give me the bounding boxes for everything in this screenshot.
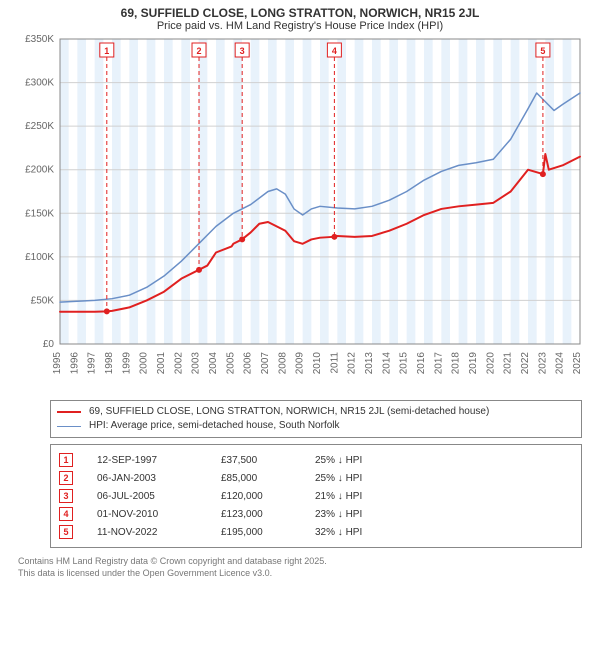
svg-text:2006: 2006 — [243, 352, 254, 375]
legend-swatch-hpi — [57, 426, 81, 427]
svg-text:2020: 2020 — [485, 352, 496, 375]
legend-label-price-paid: 69, SUFFIELD CLOSE, LONG STRATTON, NORWI… — [89, 405, 489, 419]
svg-text:4: 4 — [332, 46, 337, 56]
svg-text:1995: 1995 — [52, 352, 63, 375]
svg-text:1997: 1997 — [87, 352, 98, 375]
transaction-row: 4 01-NOV-2010 £123,000 23% ↓ HPI — [59, 505, 573, 523]
svg-text:2013: 2013 — [364, 352, 375, 375]
legend-label-hpi: HPI: Average price, semi-detached house,… — [89, 419, 340, 433]
transaction-marker: 1 — [59, 453, 73, 467]
svg-text:£350K: £350K — [25, 34, 54, 45]
transaction-date: 06-JAN-2003 — [97, 473, 197, 484]
legend-item-hpi: HPI: Average price, semi-detached house,… — [57, 419, 575, 433]
transaction-row: 2 06-JAN-2003 £85,000 25% ↓ HPI — [59, 469, 573, 487]
svg-text:£300K: £300K — [25, 78, 54, 89]
svg-text:1999: 1999 — [121, 352, 132, 375]
svg-text:£250K: £250K — [25, 121, 54, 132]
transaction-price: £85,000 — [221, 473, 291, 484]
svg-text:2014: 2014 — [381, 352, 392, 375]
transaction-price: £123,000 — [221, 509, 291, 520]
transaction-diff: 25% ↓ HPI — [315, 473, 405, 484]
transaction-marker: 2 — [59, 471, 73, 485]
svg-text:2: 2 — [197, 46, 202, 56]
chart-svg: £0 £50K £100K £150K £200K £250K £300K £350K 1995… — [10, 34, 590, 394]
svg-text:3: 3 — [240, 46, 245, 56]
svg-text:2024: 2024 — [555, 352, 566, 375]
svg-text:1998: 1998 — [104, 352, 115, 375]
svg-text:2003: 2003 — [191, 352, 202, 375]
svg-text:2011: 2011 — [329, 352, 340, 374]
svg-text:£150K: £150K — [25, 208, 54, 219]
transaction-row: 3 06-JUL-2005 £120,000 21% ↓ HPI — [59, 487, 573, 505]
chart-title: 69, SUFFIELD CLOSE, LONG STRATTON, NORWI… — [10, 6, 590, 20]
svg-text:1996: 1996 — [69, 352, 80, 375]
svg-text:2008: 2008 — [277, 352, 288, 375]
transaction-marker: 3 — [59, 489, 73, 503]
chart-subtitle: Price paid vs. HM Land Registry's House … — [10, 20, 590, 32]
svg-text:2018: 2018 — [451, 352, 462, 375]
svg-text:2017: 2017 — [433, 352, 444, 375]
transaction-price: £37,500 — [221, 455, 291, 466]
footer-line2: This data is licensed under the Open Gov… — [18, 568, 582, 580]
transaction-marker: 5 — [59, 525, 73, 539]
svg-text:2000: 2000 — [139, 352, 150, 375]
svg-text:2016: 2016 — [416, 352, 427, 375]
chart-container: £0 £50K £100K £150K £200K £250K £300K £350K 1995… — [10, 34, 590, 394]
svg-text:£0: £0 — [43, 339, 55, 350]
transaction-diff: 23% ↓ HPI — [315, 509, 405, 520]
svg-text:2019: 2019 — [468, 352, 479, 375]
transaction-marker: 4 — [59, 507, 73, 521]
svg-text:£50K: £50K — [31, 295, 55, 306]
svg-text:2002: 2002 — [173, 352, 184, 375]
legend-swatch-price-paid — [57, 411, 81, 413]
footer-line1: Contains HM Land Registry data © Crown c… — [18, 556, 582, 568]
transaction-price: £195,000 — [221, 527, 291, 538]
transaction-diff: 21% ↓ HPI — [315, 491, 405, 502]
transaction-row: 1 12-SEP-1997 £37,500 25% ↓ HPI — [59, 451, 573, 469]
transaction-date: 11-NOV-2022 — [97, 527, 197, 538]
footer-attribution: Contains HM Land Registry data © Crown c… — [0, 552, 600, 579]
svg-text:5: 5 — [540, 46, 545, 56]
svg-text:2010: 2010 — [312, 352, 323, 375]
svg-text:£200K: £200K — [25, 165, 54, 176]
transaction-row: 5 11-NOV-2022 £195,000 32% ↓ HPI — [59, 523, 573, 541]
transaction-date: 01-NOV-2010 — [97, 509, 197, 520]
svg-text:2012: 2012 — [347, 352, 358, 375]
svg-text:2001: 2001 — [156, 352, 167, 375]
svg-text:2009: 2009 — [295, 352, 306, 375]
legend-box: 69, SUFFIELD CLOSE, LONG STRATTON, NORWI… — [50, 400, 582, 438]
transactions-table: 1 12-SEP-1997 £37,500 25% ↓ HPI 2 06-JAN-2003… — [50, 444, 582, 548]
transaction-diff: 32% ↓ HPI — [315, 527, 405, 538]
svg-text:2015: 2015 — [399, 352, 410, 375]
svg-text:2025: 2025 — [572, 352, 583, 375]
legend-item-price-paid: 69, SUFFIELD CLOSE, LONG STRATTON, NORWI… — [57, 405, 575, 419]
svg-text:2022: 2022 — [520, 352, 531, 375]
svg-text:2005: 2005 — [225, 352, 236, 375]
svg-text:2021: 2021 — [503, 352, 514, 375]
svg-text:2023: 2023 — [537, 352, 548, 375]
transaction-date: 12-SEP-1997 — [97, 455, 197, 466]
transaction-price: £120,000 — [221, 491, 291, 502]
chart-title-block: 69, SUFFIELD CLOSE, LONG STRATTON, NORWI… — [0, 0, 600, 34]
svg-text:£100K: £100K — [25, 252, 54, 263]
svg-text:2004: 2004 — [208, 352, 219, 375]
svg-text:1: 1 — [104, 46, 109, 56]
transaction-date: 06-JUL-2005 — [97, 491, 197, 502]
transaction-diff: 25% ↓ HPI — [315, 455, 405, 466]
svg-text:2007: 2007 — [260, 352, 271, 375]
